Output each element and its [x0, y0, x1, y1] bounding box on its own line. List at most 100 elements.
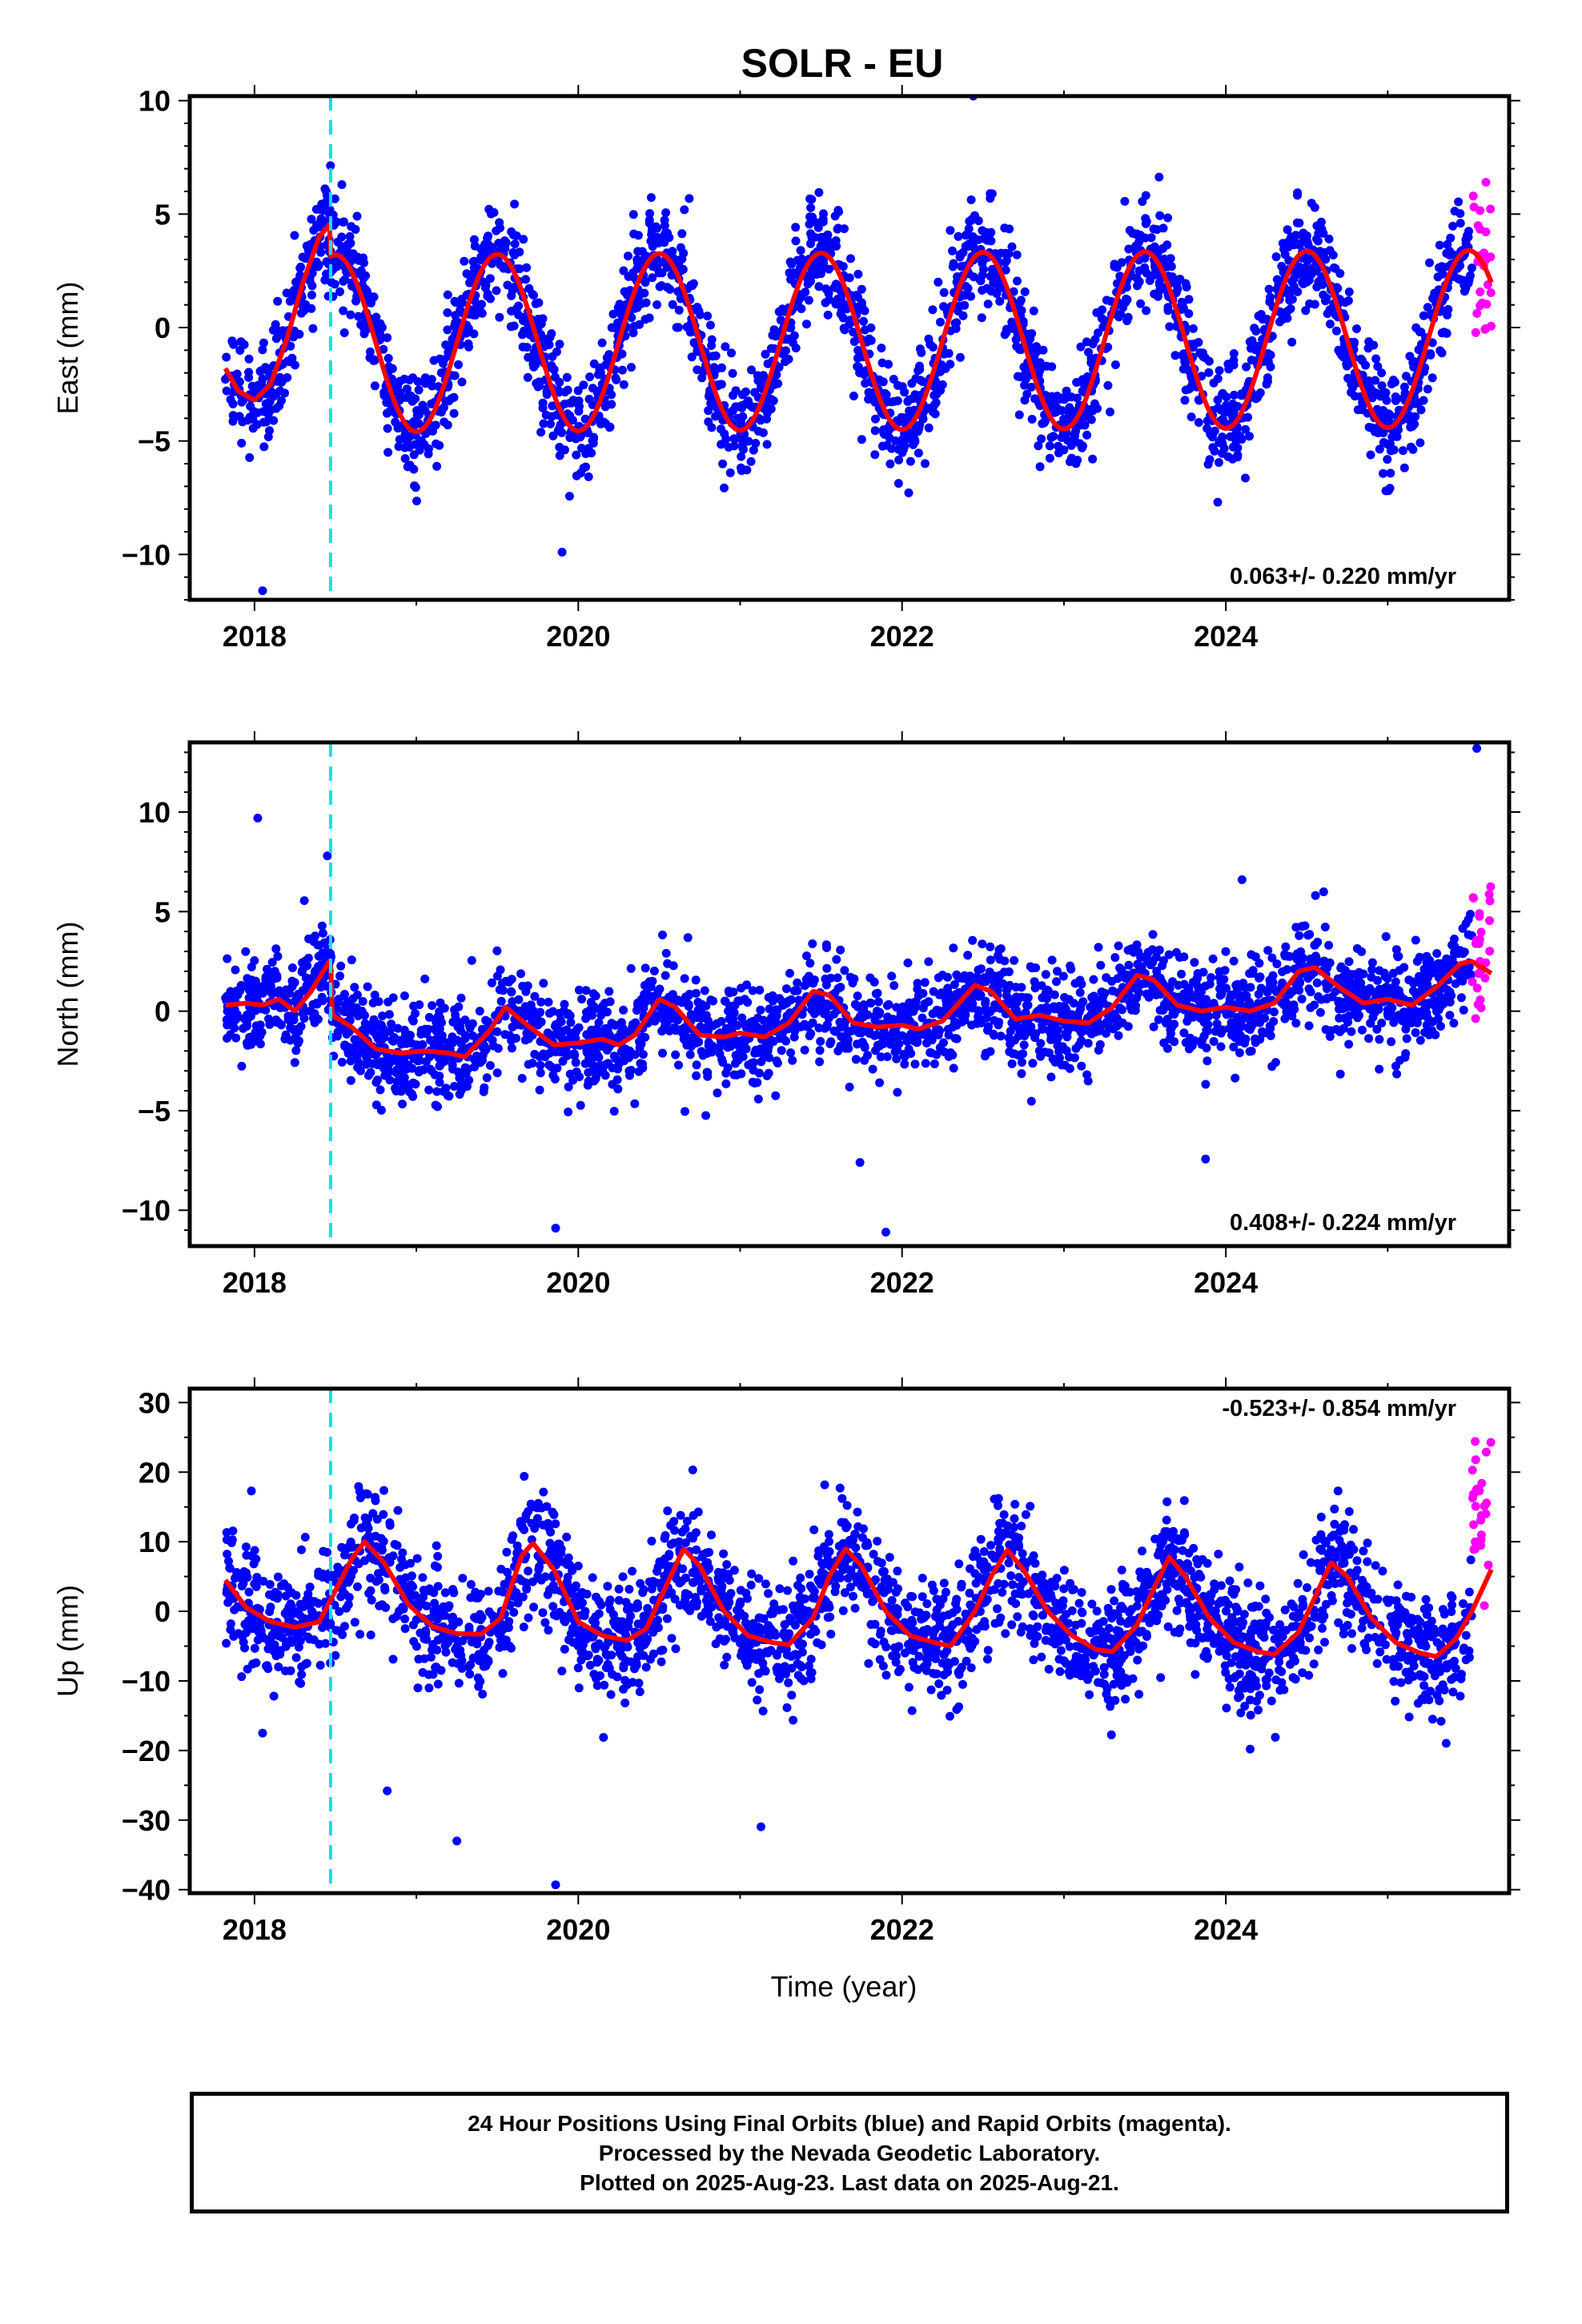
final-orbit-point: [1162, 1015, 1172, 1024]
final-orbit-point: [480, 248, 489, 258]
final-orbit-point: [383, 333, 392, 343]
final-orbit-point: [968, 935, 978, 945]
final-orbit-point: [456, 993, 466, 1003]
final-orbit-point: [1032, 342, 1041, 352]
final-orbit-point: [1203, 424, 1212, 433]
final-orbit-point: [1283, 225, 1292, 235]
final-orbit-point: [1106, 407, 1114, 416]
final-orbit-point: [556, 420, 565, 430]
final-orbit-point: [751, 439, 761, 448]
rapid-orbit-point: [1486, 204, 1496, 214]
final-orbit-point: [244, 372, 254, 382]
final-orbit-point: [429, 356, 439, 365]
final-orbit-point: [244, 354, 254, 364]
final-orbit-point: [1077, 1061, 1086, 1071]
final-orbit-point: [1415, 1035, 1425, 1045]
final-orbit-point: [930, 1059, 939, 1068]
final-orbit-point: [548, 1071, 558, 1080]
final-orbit-point: [857, 284, 866, 294]
final-orbit-point: [693, 998, 703, 1007]
final-orbit-point: [915, 364, 925, 374]
final-orbit-point: [408, 396, 417, 406]
final-orbit-point: [1171, 287, 1181, 297]
final-orbit-point: [1148, 930, 1158, 939]
final-orbit-point: [1464, 930, 1473, 939]
final-orbit-point: [547, 361, 556, 370]
final-orbit-point: [1075, 987, 1085, 997]
final-orbit-point: [1448, 941, 1457, 951]
final-orbit-point: [920, 978, 930, 987]
final-orbit-point: [420, 974, 430, 983]
final-orbit-point: [1050, 990, 1059, 999]
final-orbit-point: [939, 287, 949, 297]
final-orbit-point: [948, 262, 958, 271]
final-orbit-point: [1215, 973, 1224, 983]
final-orbit-point: [1096, 960, 1106, 970]
final-orbit-point: [941, 994, 950, 1003]
final-orbit-point: [1242, 362, 1251, 372]
final-orbit-point: [1208, 954, 1218, 963]
final-orbit-point: [1454, 197, 1464, 207]
final-orbit-point: [1359, 969, 1368, 979]
final-orbit-point: [1066, 392, 1076, 402]
final-orbit-point: [1255, 959, 1264, 968]
final-orbit-point: [809, 979, 818, 988]
final-orbit-point: [237, 438, 247, 448]
final-orbit-point: [730, 434, 740, 444]
final-orbit-point: [405, 432, 415, 441]
final-orbit-point: [609, 1051, 619, 1061]
final-orbit-point: [1039, 418, 1049, 428]
final-orbit-point: [262, 417, 271, 427]
final-orbit-point: [1125, 991, 1134, 1001]
final-orbit-point: [681, 1107, 689, 1116]
final-orbit-point: [456, 1039, 466, 1048]
final-orbit-point: [359, 329, 369, 339]
final-orbit-point: [648, 262, 657, 271]
final-orbit-point: [804, 1021, 813, 1031]
final-orbit-point: [517, 1074, 527, 1083]
final-orbit-point: [547, 329, 556, 339]
final-orbit-point: [1062, 386, 1071, 396]
final-orbit-point: [544, 997, 553, 1007]
final-orbit-point: [661, 971, 670, 980]
final-orbit-point: [644, 313, 654, 323]
final-orbit-point: [1094, 1045, 1103, 1055]
x-tick-label: 2024: [1194, 1266, 1258, 1299]
final-orbit-point: [704, 417, 713, 427]
final-orbit-point: [1203, 460, 1213, 469]
final-orbit-point: [644, 978, 653, 987]
final-orbit-point: [873, 997, 883, 1007]
final-orbit-point: [1110, 953, 1120, 963]
final-orbit-point: [1411, 1028, 1420, 1037]
final-orbit-point: [574, 407, 584, 416]
final-orbit-point: [394, 389, 404, 399]
final-orbit-point: [943, 972, 952, 982]
final-orbit-point: [1090, 399, 1099, 408]
final-orbit-point: [1439, 328, 1449, 337]
final-orbit-point: [1052, 977, 1061, 987]
final-orbit-point: [1254, 312, 1263, 321]
final-orbit-point: [1266, 1023, 1275, 1033]
final-orbit-point: [380, 1071, 390, 1080]
final-orbit-point: [809, 270, 817, 279]
final-orbit-point: [1066, 440, 1076, 450]
final-orbit-point: [1233, 450, 1243, 460]
final-orbit-point: [327, 257, 336, 267]
final-orbit-point: [339, 306, 348, 316]
final-orbit-point: [697, 373, 707, 383]
final-orbit-point: [580, 1059, 590, 1068]
final-orbit-point: [1419, 396, 1428, 405]
final-orbit-point: [577, 995, 587, 1004]
final-orbit-point: [485, 1061, 495, 1070]
final-orbit-point: [522, 263, 532, 272]
final-orbit-point: [231, 1033, 241, 1043]
final-orbit-point: [1054, 1025, 1062, 1035]
final-orbit-point: [1218, 1025, 1227, 1035]
final-orbit-point: [1037, 434, 1046, 444]
final-orbit-point: [443, 420, 452, 430]
final-orbit-point: [544, 340, 554, 349]
final-orbit-point: [408, 1078, 418, 1088]
final-orbit-point: [683, 933, 693, 943]
final-orbit-point: [1269, 1017, 1279, 1026]
